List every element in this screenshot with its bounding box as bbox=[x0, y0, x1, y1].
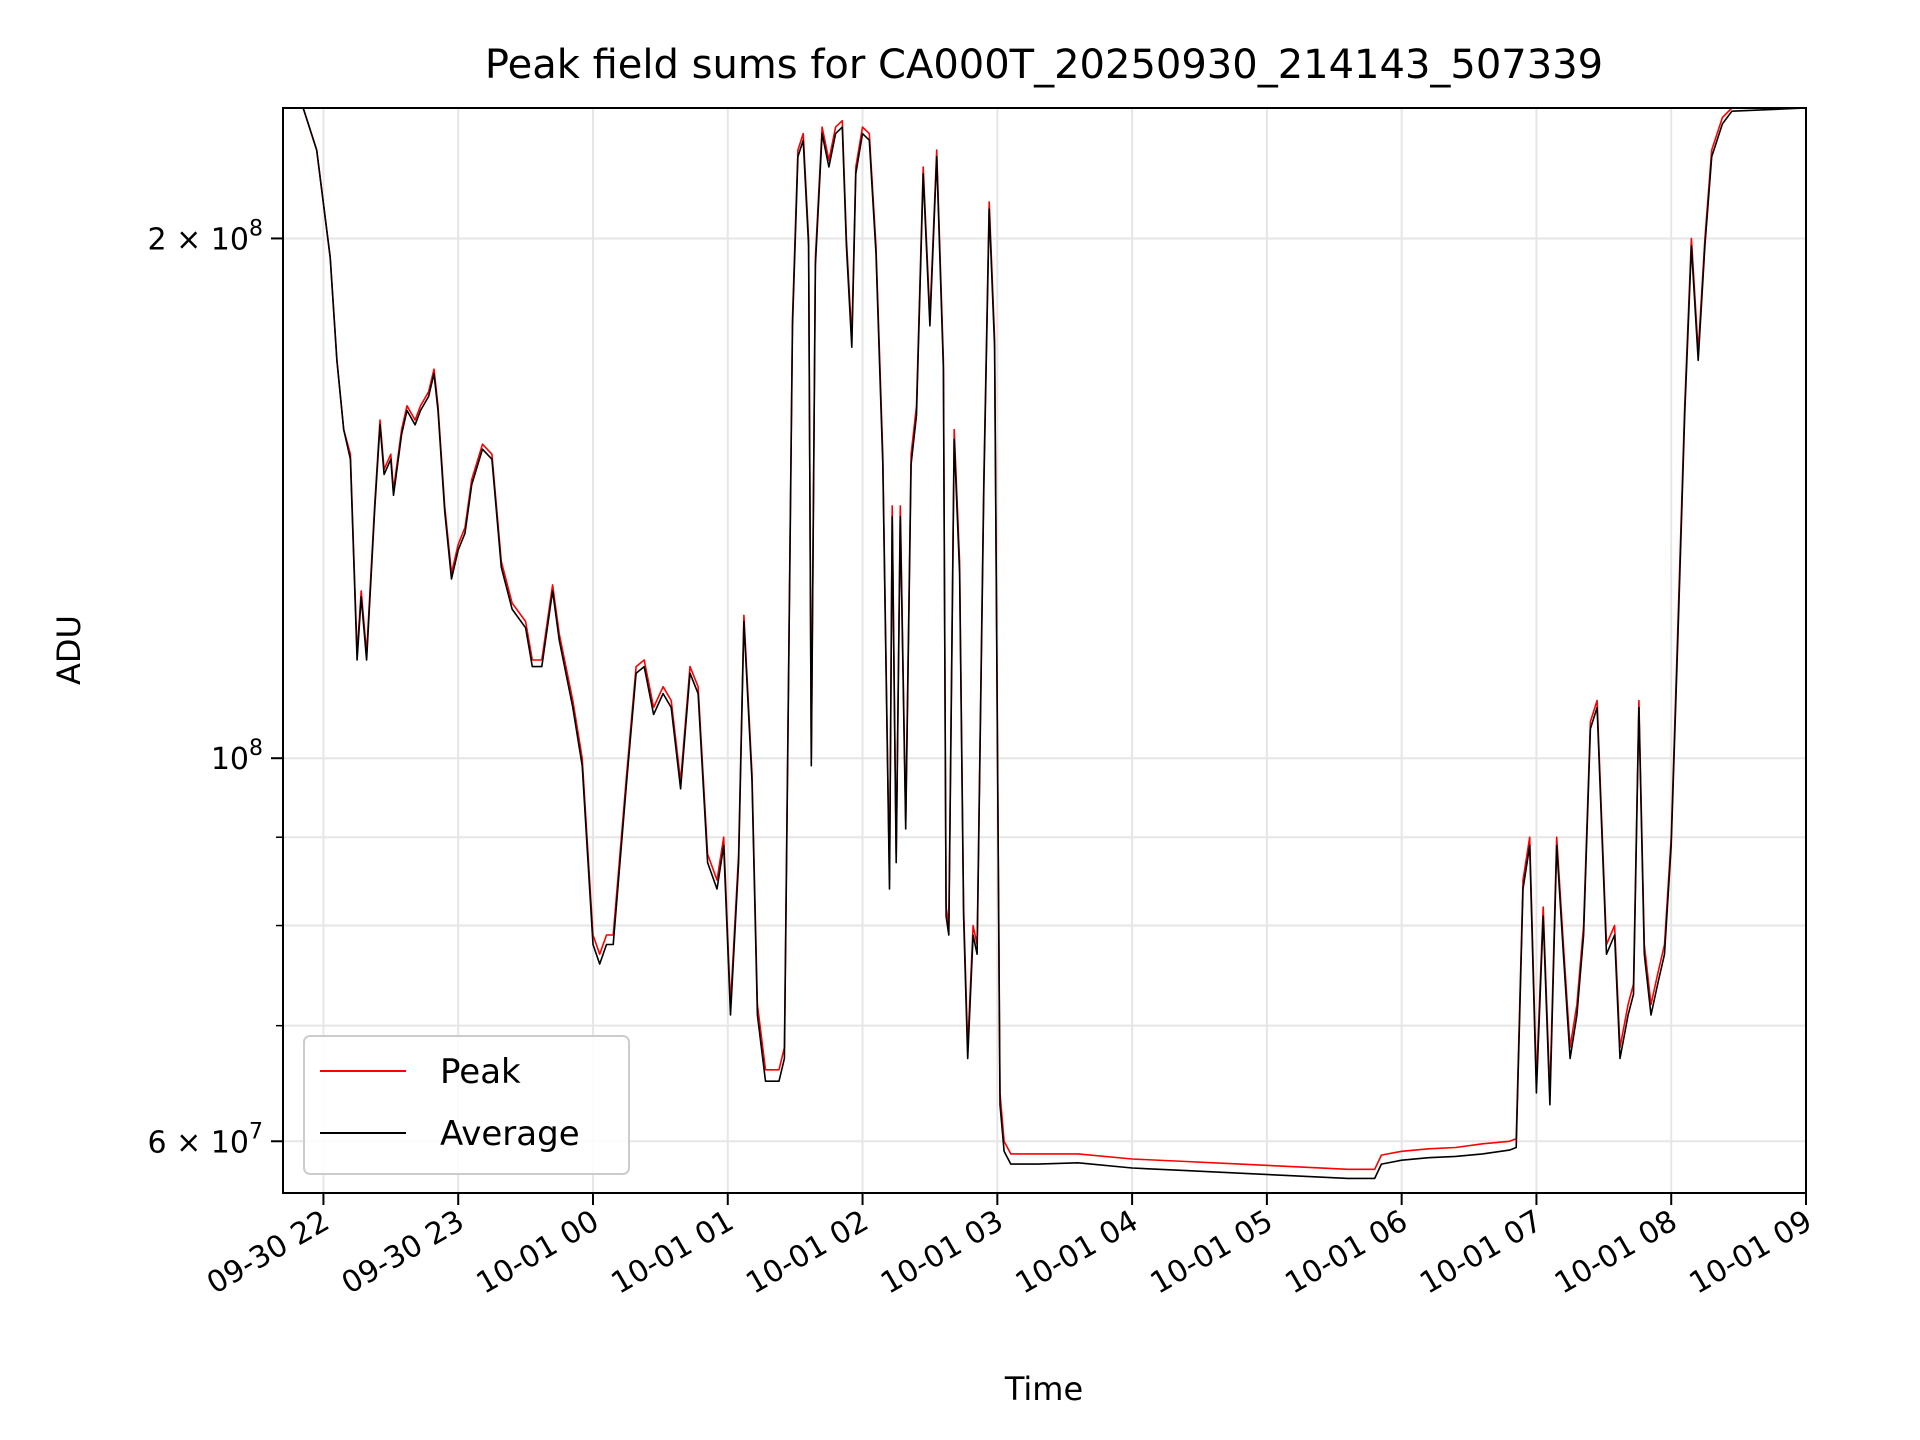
y-tick-label: 2 × 108 bbox=[148, 216, 263, 257]
y-axis: 6 × 107 108 2 × 108 bbox=[148, 216, 283, 1160]
series-line-average bbox=[283, 107, 1807, 1180]
plot-frame bbox=[282, 107, 1807, 1194]
legend-label-average: Average bbox=[440, 1114, 580, 1154]
chart-title: Peak field sums for CA000T_20250930_2141… bbox=[485, 42, 1603, 88]
legend: Peak Average bbox=[303, 1035, 630, 1175]
y-tick-label: 108 bbox=[211, 736, 263, 777]
x-axis-title: Time bbox=[1004, 1370, 1083, 1408]
y-tick-label: 6 × 107 bbox=[148, 1119, 263, 1160]
legend-label-peak: Peak bbox=[440, 1052, 521, 1092]
plot-series bbox=[283, 107, 1807, 1180]
y-axis-title: ADU bbox=[50, 615, 88, 685]
